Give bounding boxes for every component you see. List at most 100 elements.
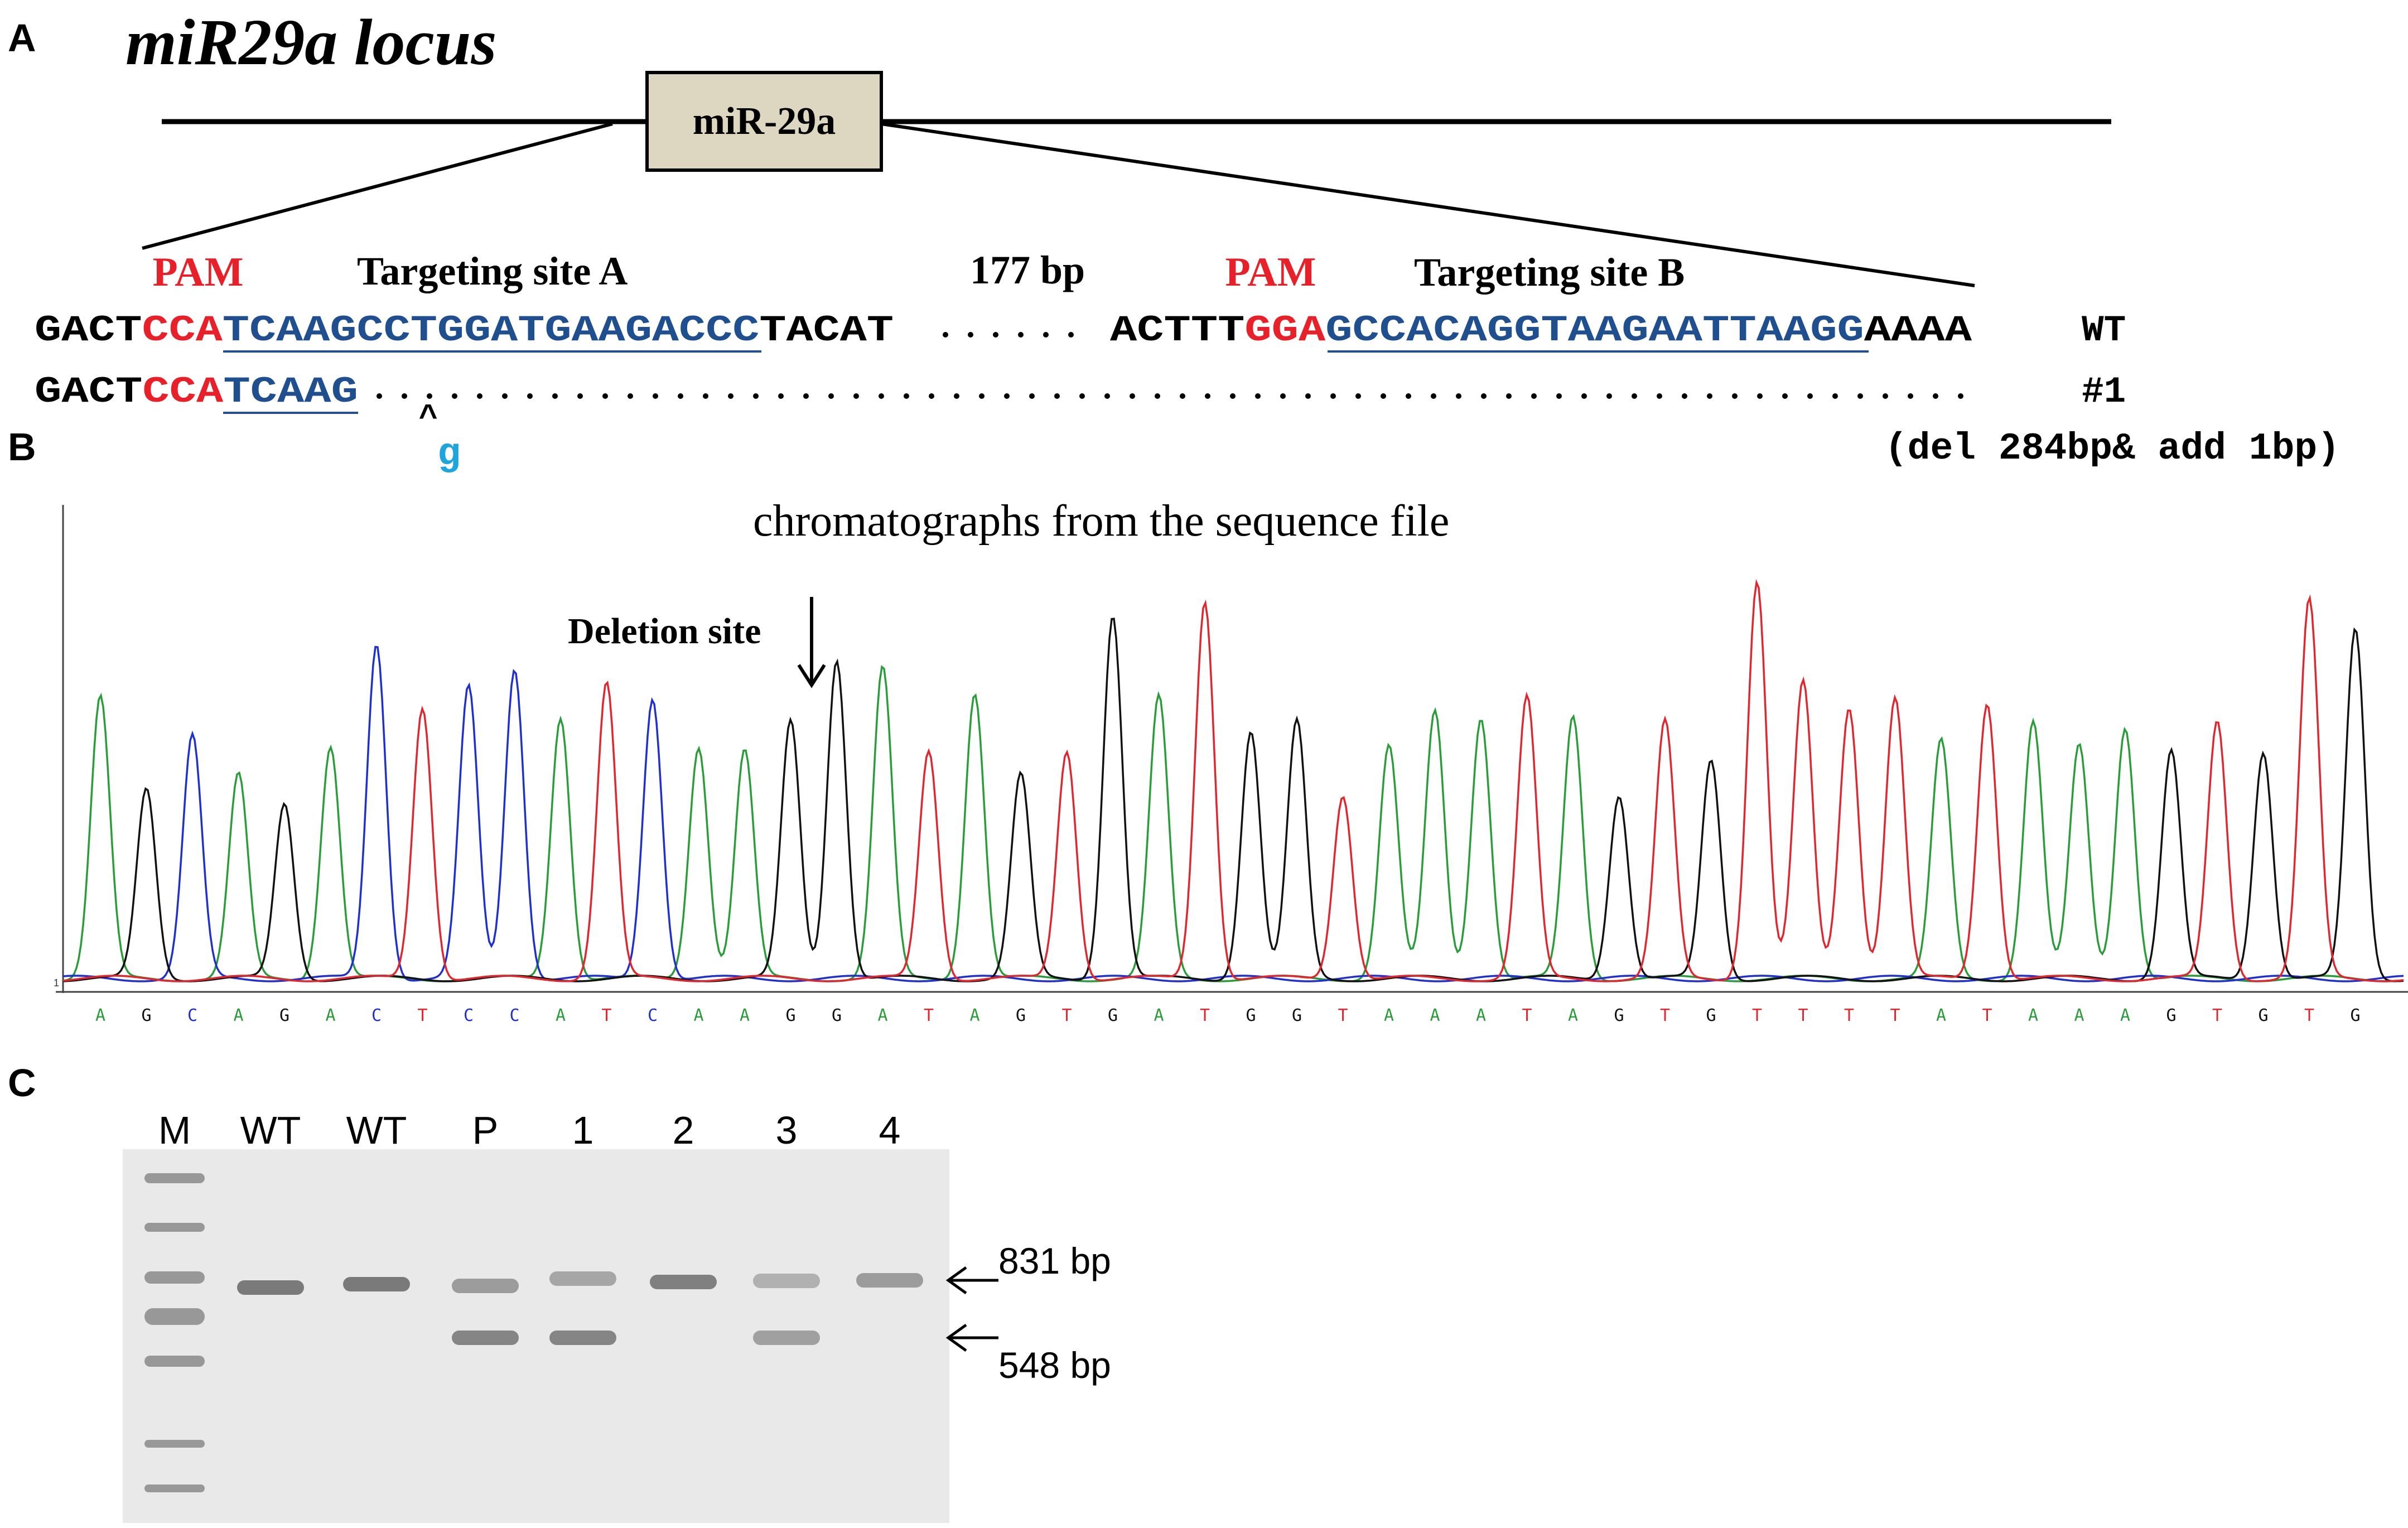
base-call: A <box>877 1006 887 1025</box>
base-call: T <box>924 1006 934 1025</box>
base-call: A <box>95 1006 105 1025</box>
base-call: G <box>1246 1006 1256 1025</box>
wt-left-prefix: GACT <box>35 310 142 351</box>
deletion-dot <box>427 393 432 399</box>
gel-band <box>144 1223 205 1232</box>
gel-band <box>144 1484 205 1492</box>
gel-band <box>144 1308 205 1325</box>
base-call: G <box>2166 1006 2176 1025</box>
deletion-dot <box>1079 393 1085 399</box>
wt-right-prefix: ACTTT <box>1110 310 1244 351</box>
deletion-site-label: Deletion site <box>568 611 761 652</box>
deletion-dot <box>628 393 633 399</box>
deletion-dot <box>778 393 784 399</box>
deletion-dot <box>728 393 734 399</box>
gel-band <box>650 1275 717 1289</box>
mutant-sequence-row: GACT CCA TCAAG ^ g #1 (del 284bp& add 1bp) <box>35 371 2340 476</box>
base-call: G <box>141 1006 151 1025</box>
wt-sequence-row: GACT CCA TCAAGCCTGGATGAAGACCC TACAT ACTTT GG… <box>35 310 2126 353</box>
deletion-dot <box>1606 393 1612 399</box>
deletion-dot <box>904 393 909 399</box>
gap-dot <box>1068 332 1074 338</box>
gel-image <box>123 1149 949 1523</box>
pam-label-right: PAM <box>1225 249 1316 295</box>
lane-label: 4 <box>879 1108 901 1152</box>
lane-label: P <box>472 1108 499 1152</box>
base-call: G <box>2350 1006 2360 1025</box>
base-call: G <box>1292 1006 1302 1025</box>
deletion-dot <box>1832 393 1838 399</box>
deletion-dot <box>803 393 809 399</box>
gel-band <box>753 1331 820 1345</box>
deletion-dot <box>853 393 859 399</box>
insert-caret: ^ <box>419 401 438 437</box>
lane-label: WT <box>240 1108 301 1152</box>
lane-labels: M WT WT P 1 2 3 4 <box>158 1108 901 1152</box>
wt-right-suffix: AAAA <box>1864 310 1972 351</box>
lane-label: 3 <box>776 1108 798 1152</box>
gene-box-label: miR-29a <box>693 100 836 143</box>
band-arrow-548 <box>945 1323 998 1352</box>
base-call: T <box>1752 1006 1762 1025</box>
base-call: A <box>2028 1006 2038 1025</box>
gel-band <box>144 1173 205 1183</box>
deletion-dot <box>1757 393 1763 399</box>
base-call: A <box>1476 1006 1486 1025</box>
zoom-line-right <box>881 122 1975 287</box>
deletion-dot <box>653 393 658 399</box>
gel-band <box>856 1273 923 1288</box>
base-call: T <box>417 1006 427 1025</box>
gel-band <box>452 1279 519 1293</box>
trace-g <box>62 618 2404 982</box>
base-call: T <box>1200 1006 1210 1025</box>
deletion-dot <box>577 393 583 399</box>
mut-sequence: GACT CCA TCAAG <box>35 371 358 413</box>
wt-right-pam: GGA <box>1244 310 1325 351</box>
deletion-dot <box>1406 393 1411 399</box>
base-call: G <box>279 1006 289 1025</box>
deletion-dot <box>1205 393 1210 399</box>
mut-prefix: GACT <box>35 371 142 413</box>
deletion-dot <box>929 393 934 399</box>
gap-dot <box>1043 332 1049 338</box>
deletion-dot <box>1381 393 1386 399</box>
deletion-dot <box>402 393 407 399</box>
deletion-dot <box>1431 393 1436 399</box>
base-call: G <box>785 1006 795 1025</box>
band-arrow-548-head <box>945 1323 967 1352</box>
deletion-dot <box>502 393 508 399</box>
base-call: T <box>1982 1006 1992 1025</box>
base-call: A <box>2074 1006 2084 1025</box>
gap-label: 177 bp <box>970 248 1085 292</box>
base-call: C <box>371 1006 382 1025</box>
base-call: A <box>969 1006 979 1025</box>
deletion-dot <box>1330 393 1336 399</box>
wt-left-suffix: TACAT <box>759 310 894 351</box>
deletion-dot <box>1004 393 1010 399</box>
deletion-dot <box>602 393 608 399</box>
deletion-arrow <box>797 597 826 688</box>
deletion-dot <box>1456 393 1461 399</box>
deletion-dot <box>1355 393 1361 399</box>
band-arrow-831-head <box>945 1266 967 1295</box>
site-a-label: Targeting site A <box>357 249 628 293</box>
deletion-dot <box>1581 393 1587 399</box>
base-call: T <box>1338 1006 1348 1025</box>
deletion-dot <box>1958 393 1963 399</box>
deletion-dot <box>1707 393 1712 399</box>
deletion-dot <box>1657 393 1662 399</box>
gap-dot <box>943 332 948 338</box>
mut-deletion-dots <box>377 393 1963 399</box>
gel-band <box>343 1277 410 1291</box>
deletion-dot <box>1807 393 1813 399</box>
zoom-line-left <box>142 122 613 250</box>
deletion-dot <box>1883 393 1888 399</box>
deletion-dot <box>1857 393 1863 399</box>
gel-band <box>549 1271 616 1286</box>
base-call: T <box>1522 1006 1532 1025</box>
base-call: T <box>601 1006 611 1025</box>
base-call: G <box>1016 1006 1026 1025</box>
deletion-dot <box>1506 393 1512 399</box>
base-call: A <box>1568 1006 1578 1025</box>
